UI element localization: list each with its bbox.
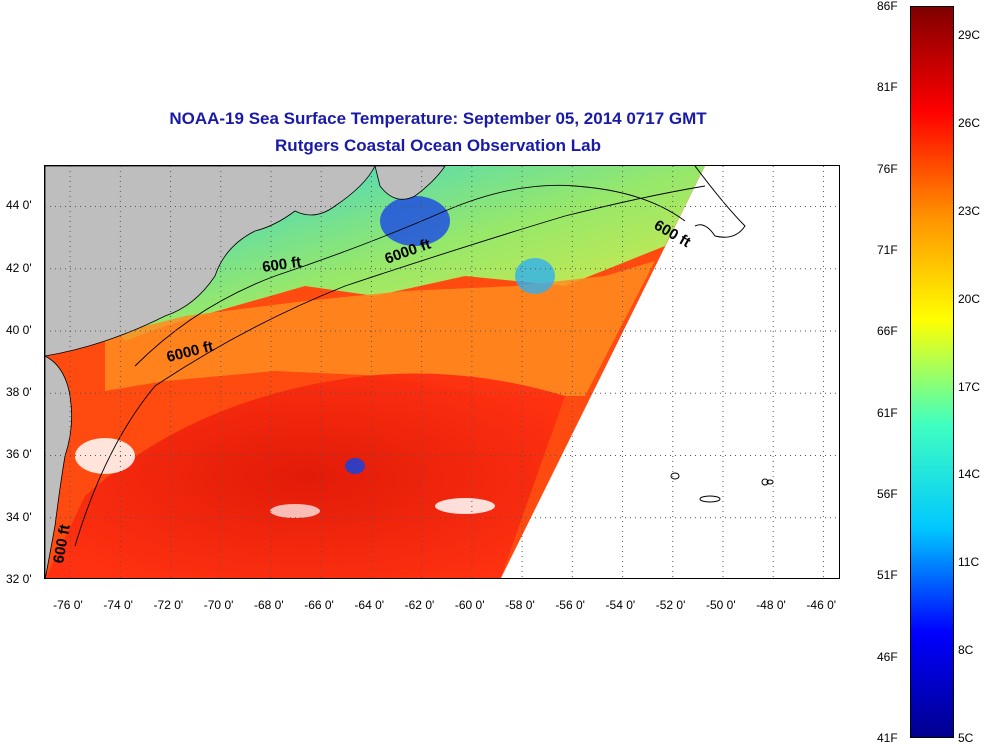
lon-tick-label: -74 0': [103, 598, 133, 612]
lat-tick-label: 44 0': [6, 198, 32, 213]
lat-tick-label: 36 0': [6, 447, 32, 462]
lat-tick-label: 32 0': [6, 572, 32, 586]
colorbar-f-label: 66F: [877, 324, 898, 339]
cloud-patch-4: [270, 504, 320, 518]
map-title: NOAA-19 Sea Surface Temperature: Septemb…: [169, 109, 707, 128]
cloud-patch-3: [435, 498, 495, 514]
lon-tick-label: -68 0': [253, 598, 284, 612]
lat-tick-label: 40 0': [6, 322, 32, 337]
lon-tick-label: -48 0': [756, 598, 786, 612]
lon-tick-label: -56 0': [555, 598, 585, 612]
colorbar-f-label: 61F: [877, 405, 898, 420]
lon-tick-label: -54 0': [605, 598, 636, 612]
temperature-colorbar: [910, 6, 954, 738]
colorbar-f-label: 41F: [877, 731, 898, 745]
lon-tick-label: -50 0': [705, 598, 736, 612]
colorbar-c-label: 8C: [958, 643, 974, 658]
lon-tick-label: -64 0': [354, 598, 385, 612]
colorbar-f-label: 46F: [877, 649, 898, 664]
lat-tick-label: 42 0': [6, 260, 32, 275]
colorbar-c-label: 14C: [958, 467, 981, 482]
map-subtitle: Rutgers Coastal Ocean Observation Lab: [275, 136, 601, 155]
coastline-newfoundland: [694, 166, 746, 238]
lon-tick-label: -70 0': [203, 598, 234, 612]
sst-map: 600 ft 6000 ft 6000 ft 600 ft 600 ft: [44, 165, 840, 579]
colorbar-f-label: 76F: [877, 161, 898, 176]
colorbar-f-label: 86F: [877, 0, 898, 13]
land-mass-nova-scotia: [374, 166, 446, 200]
colorbar-c-label: 20C: [958, 291, 981, 306]
contour-label: 600 ft: [50, 523, 74, 565]
colorbar-c-label: 11C: [958, 555, 980, 570]
slope-water: [105, 261, 655, 396]
colorbar-f-label: 56F: [877, 487, 898, 501]
lon-tick-label: -72 0': [153, 598, 184, 612]
colorbar-f-label: 71F: [877, 243, 898, 257]
contour-label: 600 ft: [261, 254, 302, 276]
colorbar-c-label: 23C: [958, 203, 981, 218]
island: [670, 472, 680, 480]
island: [761, 478, 769, 486]
colorbar-c-label: 17C: [958, 379, 981, 394]
lon-tick-label: -58 0': [505, 598, 535, 612]
lon-tick-label: -76 0': [53, 598, 83, 612]
cold-patch-georges: [515, 258, 555, 294]
lon-tick-label: -52 0': [655, 598, 686, 612]
contour-6000ft: [74, 185, 706, 547]
lon-tick-label: -62 0': [404, 598, 435, 612]
cold-patch-gulf-maine: [380, 196, 450, 246]
lat-tick-label: 34 0': [6, 509, 32, 524]
cloud-patch: [345, 458, 365, 474]
lon-tick-label: -66 0': [304, 598, 334, 612]
lon-tick-label: -60 0': [454, 598, 485, 612]
colorbar-c-label: 26C: [958, 116, 981, 131]
lon-tick-label: -46 0': [806, 598, 837, 612]
colorbar-c-label: 29C: [958, 28, 981, 43]
land-mass: [45, 166, 376, 357]
island: [699, 495, 721, 503]
colorbar-c-label: 5C: [958, 731, 974, 745]
contour-600ft: [134, 184, 686, 367]
colorbar-f-label: 81F: [877, 80, 898, 95]
colorbar-f-label: 51F: [877, 568, 898, 583]
cloud-patch-2: [75, 438, 135, 474]
land-mass-mid-atlantic: [45, 355, 73, 578]
gulf-stream: [45, 373, 565, 578]
lat-tick-label: 38 0': [6, 385, 32, 400]
